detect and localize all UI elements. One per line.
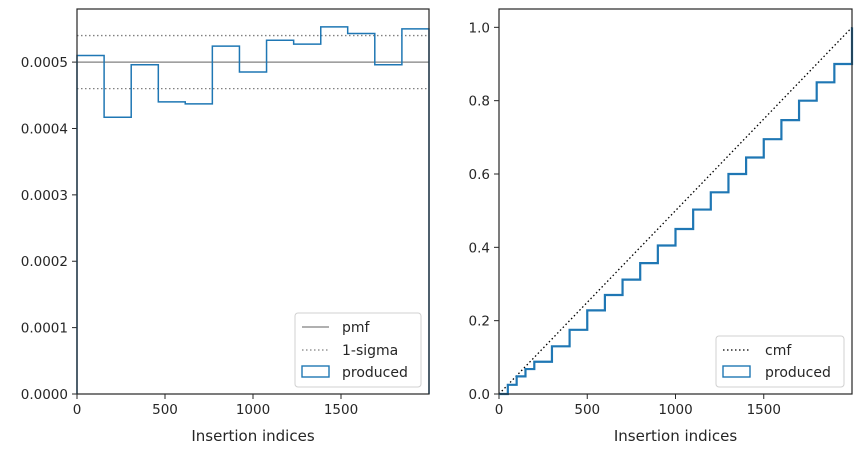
legend-pmf-label: pmf xyxy=(342,320,371,336)
legend-produced-swatch xyxy=(722,365,751,378)
y-tick-label: 0.0001 xyxy=(21,321,68,337)
y-tick-label: 0.0000 xyxy=(21,387,68,403)
y-tick-label: 0.0002 xyxy=(21,254,68,270)
x-tick-label: 500 xyxy=(574,402,600,418)
produced-histogram xyxy=(76,26,430,394)
x-tick-label: 500 xyxy=(152,402,178,418)
cmf-panel: 0 500 1000 1500 0.0 0.2 0.4 0.6 0.8 1.0 Insertion … xyxy=(469,8,854,445)
x-tick-label: 0 xyxy=(73,402,82,418)
legend-sigma-label: 1-sigma xyxy=(342,343,398,359)
produced-cumulative-line xyxy=(499,27,854,396)
x-axis-label: Insertion indices xyxy=(191,427,314,445)
y-tick-label: 0.0 xyxy=(469,387,490,403)
pmf-histogram-panel: 0 500 1000 1500 0.0000 0.0001 0.0002 0.0003 0.00… xyxy=(21,8,430,445)
x-tick-label: 1000 xyxy=(658,402,692,418)
y-tick-label: 0.0003 xyxy=(21,188,68,204)
y-tick-label: 0.6 xyxy=(469,167,490,183)
legend-box xyxy=(715,335,845,388)
y-tick-label: 0.8 xyxy=(469,94,490,110)
legend-produced-swatch xyxy=(301,365,330,378)
x-tick-label: 1500 xyxy=(747,402,781,418)
cmf-line xyxy=(498,26,853,395)
x-tick-label: 1000 xyxy=(236,402,270,418)
x-tick-label: 0 xyxy=(495,402,504,418)
x-tick-label: 1500 xyxy=(324,402,358,418)
legend-produced-label: produced xyxy=(342,365,408,381)
legend-cmf-label: cmf xyxy=(765,343,792,359)
y-tick-label: 0.2 xyxy=(469,314,490,330)
x-axis-label: Insertion indices xyxy=(614,427,737,445)
y-tick-label: 0.0004 xyxy=(21,121,68,137)
legend-produced-label: produced xyxy=(765,365,831,381)
plot-frame xyxy=(498,8,853,395)
plot-frame xyxy=(76,8,430,395)
y-tick-label: 1.0 xyxy=(469,20,490,36)
y-tick-label: 0.0005 xyxy=(21,55,68,71)
legend-box xyxy=(294,312,422,388)
y-tick-label: 0.4 xyxy=(469,240,490,256)
